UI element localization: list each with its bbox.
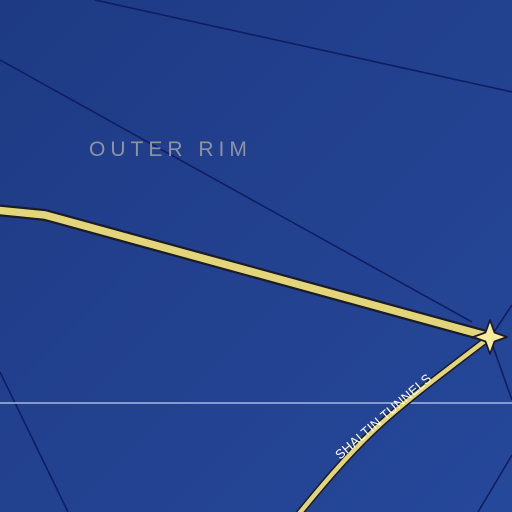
region-label-outer-rim: OUTER RIM bbox=[89, 138, 252, 161]
